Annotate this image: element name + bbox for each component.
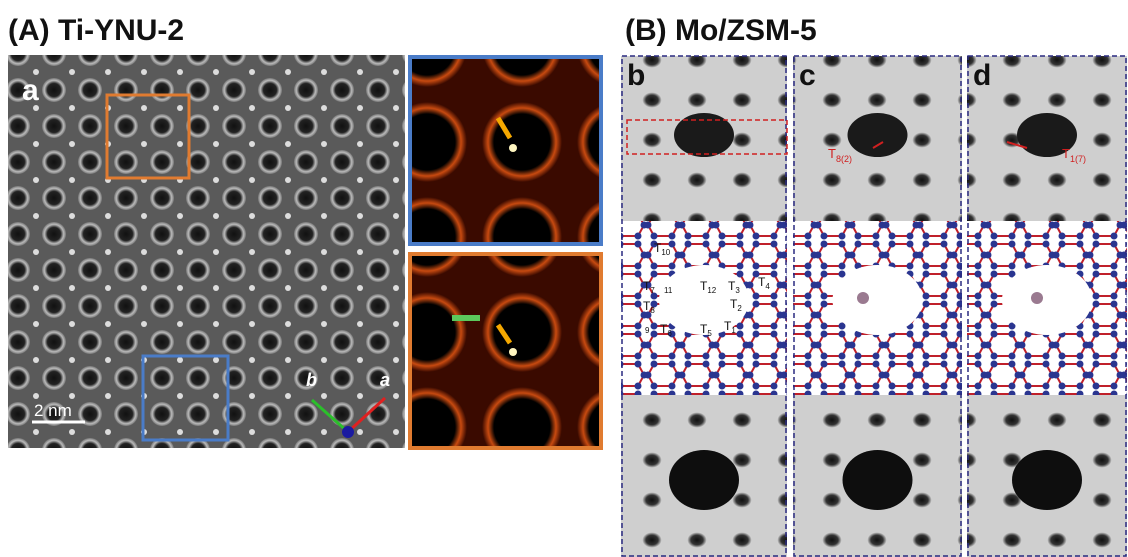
t-letter: T	[728, 279, 736, 293]
panel-title: (B) Mo/ZSM-5	[625, 14, 817, 47]
t-sub: 10	[661, 248, 670, 257]
t-letter: T	[654, 241, 662, 255]
t-sub: 4	[765, 282, 770, 291]
t-sub: 5	[707, 329, 712, 338]
channel	[832, 265, 923, 335]
t-site: T8	[643, 299, 655, 315]
axis-label: a	[380, 370, 390, 390]
panel-label: a	[22, 74, 39, 107]
dark-pore	[842, 450, 913, 510]
t-site: 9	[645, 326, 650, 335]
t-site: T12	[700, 279, 717, 295]
site-label: T8(2)	[828, 146, 852, 164]
dark-pore	[669, 450, 739, 510]
t-site: T5	[700, 322, 712, 338]
column-label: d	[973, 59, 991, 92]
column-label: b	[627, 59, 645, 92]
t-sub: 11	[664, 286, 673, 295]
dark-pore	[847, 113, 908, 157]
column-border	[967, 55, 1127, 557]
t-site: T7	[643, 279, 655, 295]
site-letter: T	[828, 146, 836, 161]
panel-title: (A) Ti-YNU-2	[8, 14, 184, 47]
scale-label: 2 nm	[34, 401, 72, 420]
inset-blue	[408, 55, 603, 246]
t-sub: 7	[650, 286, 655, 295]
dark-pore	[1017, 113, 1077, 157]
axis-origin	[342, 426, 354, 438]
site-sub: 8(2)	[836, 154, 852, 164]
t-letter: T	[660, 322, 668, 336]
mo-atom	[1031, 292, 1043, 304]
dark-pore	[1012, 450, 1082, 510]
t-letter: T	[643, 279, 651, 293]
arrow	[495, 116, 513, 140]
t-site: T10	[654, 241, 671, 257]
axis-a	[346, 396, 387, 434]
axis-b	[311, 398, 349, 434]
t-letter: T	[643, 299, 651, 313]
arrow	[495, 323, 513, 345]
site-letter: T	[1062, 146, 1070, 161]
blue-box	[141, 354, 230, 442]
highlight-box	[626, 119, 788, 155]
t-letter: T	[700, 279, 708, 293]
site-arrow	[872, 141, 884, 149]
t-sub: 2	[737, 304, 742, 313]
t-sub: 8	[650, 306, 655, 315]
t-site: T1	[724, 319, 736, 335]
t-letter: T	[758, 275, 766, 289]
site-sub: 1(7)	[1070, 154, 1086, 164]
t-site: 11	[664, 286, 673, 295]
bright-spot	[509, 144, 517, 152]
column-label: c	[799, 59, 816, 92]
columns: b cT8(2)dT1(7)	[621, 55, 1127, 557]
t-site: T6	[660, 322, 672, 338]
site-arrow	[1006, 141, 1028, 149]
column-border	[793, 55, 962, 557]
channel	[1002, 265, 1092, 335]
t-sub: 12	[707, 286, 716, 295]
orange-box	[105, 93, 191, 180]
t-sub: 1	[731, 326, 736, 335]
t-site: T4	[758, 275, 770, 291]
dark-pore	[674, 113, 734, 157]
inset-orange	[408, 252, 603, 450]
t-sub: 6	[667, 329, 672, 338]
hrtem-image	[8, 55, 405, 448]
bright-spot	[509, 348, 517, 356]
t-sub: 9	[645, 326, 650, 335]
t-letter: T	[700, 322, 708, 336]
column-border	[621, 55, 787, 557]
t-sub: 3	[735, 286, 740, 295]
t-letter: T	[730, 297, 738, 311]
channel	[659, 265, 749, 335]
axis-label: b	[306, 370, 317, 390]
t-letter: T	[724, 319, 732, 333]
site-label: T1(7)	[1062, 146, 1086, 164]
t-site: T2	[730, 297, 742, 313]
mo-atom	[857, 292, 869, 304]
t-site: T3	[728, 279, 740, 295]
